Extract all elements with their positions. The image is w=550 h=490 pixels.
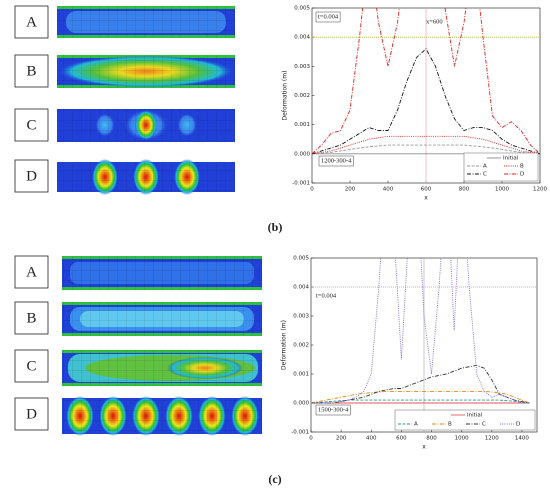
y-tick-label: -0.001 — [291, 430, 309, 436]
legend-box — [394, 409, 536, 431]
x-tick-label: 400 — [366, 436, 377, 442]
x-tick-label: 800 — [426, 436, 437, 442]
y-tick-label: 0.000 — [293, 401, 309, 407]
x-tick-label: 600 — [421, 187, 432, 193]
legend-box — [463, 152, 539, 182]
annotation-box — [315, 11, 341, 23]
legend-label: D — [516, 422, 520, 428]
x-tick-label: 0 — [310, 187, 314, 193]
x-tick-label: 1000 — [455, 436, 469, 442]
legend-label: C — [483, 172, 487, 178]
legend-label: B — [520, 164, 524, 170]
x-tick-label: 1400 — [515, 436, 529, 442]
legend-label: Initial — [503, 156, 519, 162]
panel-label-box — [14, 301, 49, 335]
panel-label: A — [26, 264, 37, 280]
y-tick-label: 0.005 — [293, 256, 309, 262]
panel-label-box — [14, 349, 49, 383]
y-axis-label: Deformation (m) — [282, 71, 289, 121]
panel-label: D — [26, 406, 37, 422]
x-tick-label: 1200 — [533, 187, 547, 193]
panel-label-box — [14, 5, 49, 39]
annotation-box — [318, 155, 354, 167]
annotation: t=0.004 — [318, 13, 339, 20]
series-line — [311, 364, 530, 404]
panel-label: A — [26, 14, 37, 30]
contour-image — [57, 6, 235, 38]
legend-label: C — [482, 422, 486, 428]
series-line — [311, 399, 530, 404]
y-tick-label: 0.002 — [293, 343, 309, 349]
series-line — [311, 390, 530, 404]
panel-label-box — [14, 255, 49, 289]
contour-image — [57, 55, 235, 88]
x-tick-label: 200 — [336, 436, 347, 442]
panel-label: C — [26, 358, 36, 374]
y-tick-label: 0.003 — [293, 314, 309, 320]
y-tick-label: 0.001 — [294, 122, 310, 128]
panel-label-box — [14, 108, 49, 142]
y-tick-label: 0.000 — [294, 151, 310, 157]
annotation: 1500-300-4 — [318, 406, 349, 413]
annotation: 1200-300-4 — [321, 157, 352, 164]
legend-label: B — [448, 422, 452, 428]
panel-caption: (c) — [268, 472, 281, 486]
legend-label: A — [414, 422, 418, 428]
panel-caption: (b) — [268, 220, 283, 234]
x-tick-label: 400 — [383, 187, 394, 193]
y-tick-label: 0.004 — [293, 285, 309, 291]
x-tick-label: 600 — [396, 436, 407, 442]
contour-image — [62, 396, 262, 436]
x-tick-label: 0 — [309, 436, 313, 442]
series-line — [312, 48, 540, 155]
panel-label: B — [26, 63, 36, 79]
y-tick-label: 0.003 — [294, 64, 310, 70]
legend-label: A — [483, 164, 487, 170]
legend-label: Initial — [467, 413, 483, 419]
panel-label: D — [26, 168, 37, 184]
y-tick-label: 0.005 — [294, 6, 310, 12]
contour-image — [62, 256, 262, 290]
panel-label-box — [14, 54, 49, 88]
contour-panels — [57, 6, 262, 436]
x-tick-label: 1200 — [485, 436, 499, 442]
y-tick-label: 0.001 — [293, 372, 309, 378]
panel-label-box — [14, 397, 49, 431]
x-tick-label: 200 — [345, 187, 356, 193]
annotation-box — [315, 404, 351, 416]
x-tick-label: 1000 — [495, 187, 509, 193]
x-axis-label: x — [424, 195, 428, 202]
legend-label: D — [520, 172, 524, 178]
x-axis-label: x — [422, 444, 426, 451]
contour-image — [62, 302, 262, 336]
series-line — [312, 144, 540, 155]
contour-image — [62, 350, 262, 386]
panel-label: C — [26, 117, 36, 133]
annotation: t=0.004 — [316, 292, 337, 299]
panel-label-box — [14, 159, 49, 193]
y-axis-label: Deformation (m) — [281, 320, 288, 370]
annotation: x=600 — [426, 18, 443, 25]
x-tick-label: 800 — [459, 187, 470, 193]
contour-image — [57, 109, 235, 142]
y-tick-label: -0.001 — [292, 181, 310, 187]
y-tick-label: 0.002 — [294, 93, 310, 99]
y-tick-label: 0.004 — [294, 35, 310, 41]
contour-image — [57, 159, 235, 195]
panel-label: B — [26, 310, 36, 326]
